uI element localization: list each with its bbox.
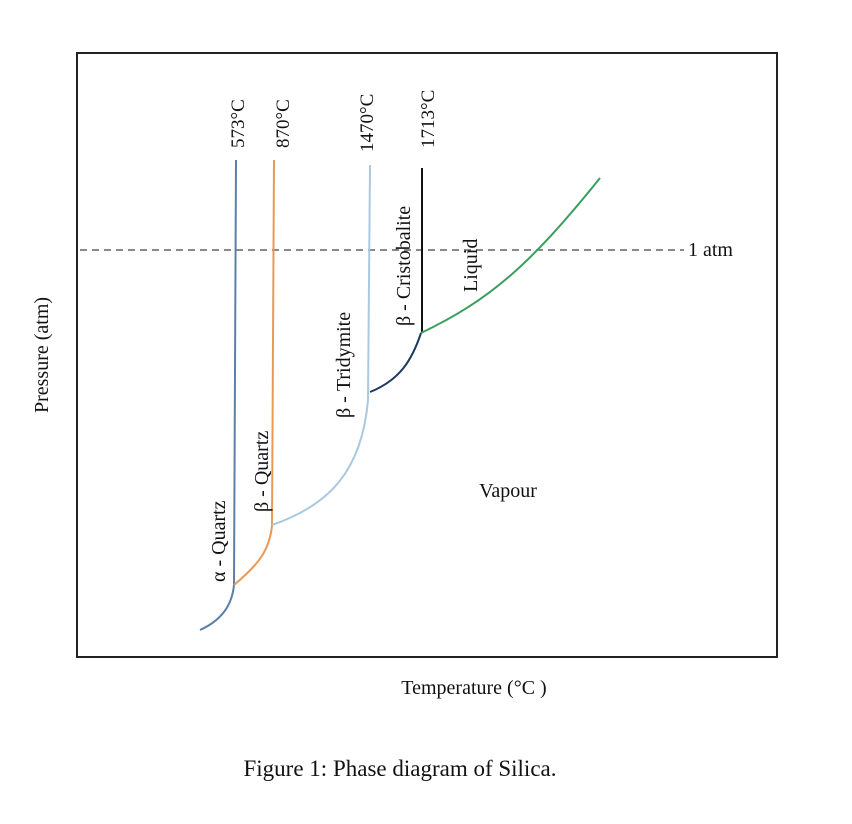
cristobalite-boundary bbox=[369, 332, 422, 393]
temperature-label: 870°C bbox=[273, 99, 294, 148]
temperature-label: 1713°C bbox=[418, 90, 439, 148]
reference-label: 1 atm bbox=[688, 239, 733, 261]
phase-label: β - Cristobalite bbox=[393, 206, 415, 326]
phase-label: Liquid bbox=[460, 239, 482, 292]
phase-label: α - Quartz bbox=[208, 500, 230, 582]
alpha-quartz-boundary bbox=[199, 159, 237, 631]
y-axis-label: Pressure (atm) bbox=[31, 297, 53, 413]
tridymite-boundary bbox=[271, 164, 371, 526]
temperature-label: 1470°C bbox=[357, 94, 378, 152]
phase-label: β - Tridymite bbox=[333, 312, 355, 418]
beta-quartz-boundary bbox=[233, 159, 275, 586]
phase-label: β - Quartz bbox=[251, 431, 273, 512]
temperature-label: 573°C bbox=[228, 99, 249, 148]
caption: Figure 1: Phase diagram of Silica. bbox=[244, 756, 557, 781]
liquid-vapour-boundary bbox=[420, 177, 601, 334]
plot-frame bbox=[76, 52, 778, 658]
x-axis-label: Temperature (°C ) bbox=[401, 677, 546, 699]
phase-label: Vapour bbox=[479, 480, 537, 502]
